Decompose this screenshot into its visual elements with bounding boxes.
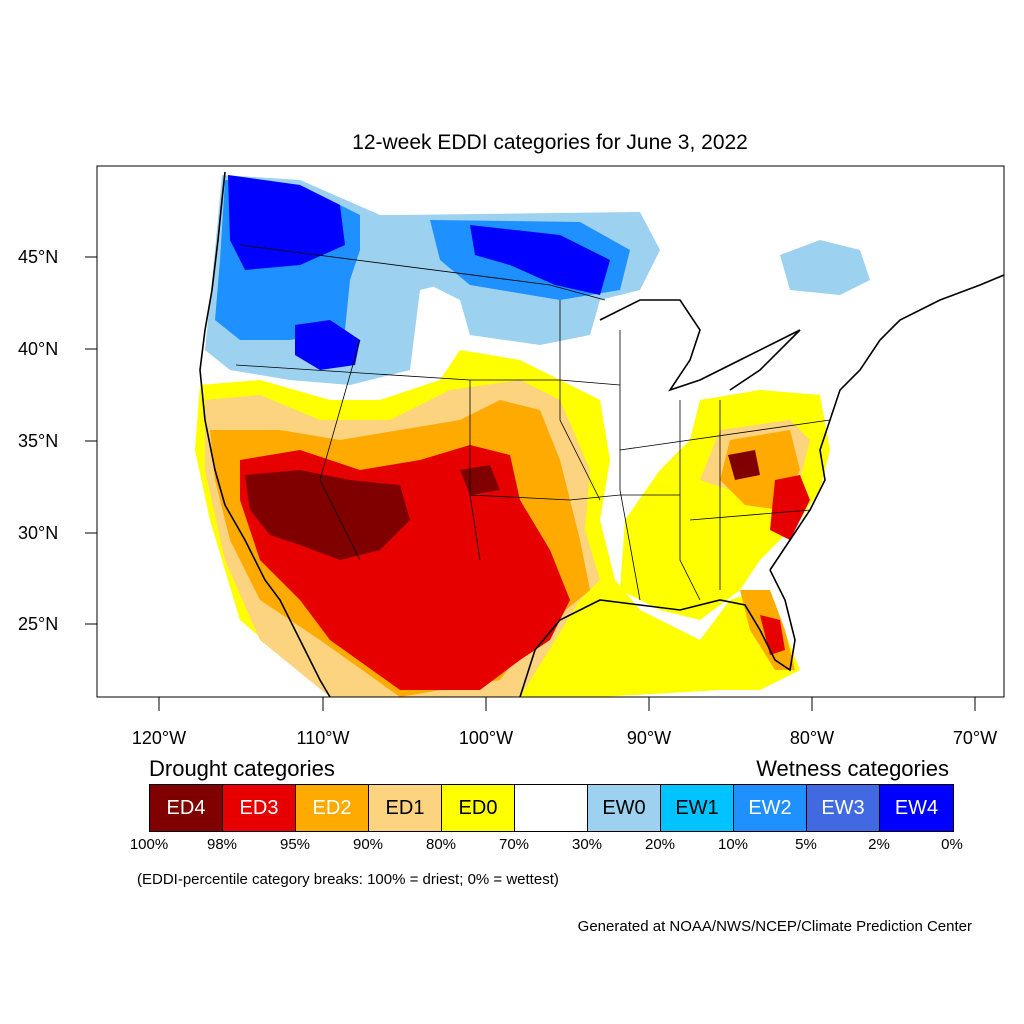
percentile-label: 0% xyxy=(941,836,963,853)
percentile-label: 5% xyxy=(795,836,817,853)
lon-label-110: 110°W xyxy=(296,728,350,748)
legend-cell-ed2: ED2 xyxy=(296,785,369,831)
legend-cell-ed0: ED0 xyxy=(442,785,515,831)
northwest-wet-region-ew4 xyxy=(228,175,345,270)
appalachian-ed4-spot xyxy=(728,450,760,480)
gulf-coast xyxy=(519,569,796,697)
legend-cell-ew1: EW1 xyxy=(661,785,734,831)
percentile-label: 70% xyxy=(498,836,530,853)
north-dakota-wet-ew4 xyxy=(470,225,610,295)
florida-ed3-spot xyxy=(760,615,785,655)
axis-ticks xyxy=(85,256,976,711)
lon-label-70: 70°W xyxy=(952,728,998,748)
drought-regions xyxy=(195,350,830,697)
map-title: 12-week EDDI categories for June 3, 2022 xyxy=(352,131,748,154)
lat-label-35: 35°N xyxy=(18,431,59,451)
percentile-label: 30% xyxy=(571,836,603,853)
legend-cell-ed3: ED3 xyxy=(223,785,296,831)
legend-color-bar: ED4 ED3 ED2 ED1 ED0 EW0 EW1 EW2 EW3 EW4 xyxy=(149,784,954,832)
us-west-coast xyxy=(199,171,331,697)
percentile-label: 2% xyxy=(868,836,890,853)
lat-label-30: 30°N xyxy=(18,523,59,543)
legend-cell-ew0: EW0 xyxy=(588,785,661,831)
southwest-ed4-region xyxy=(245,470,410,560)
lat-label-45: 45°N xyxy=(18,247,59,267)
lon-label-100: 100°W xyxy=(458,728,514,748)
wetness-regions xyxy=(205,175,870,385)
percentile-label: 10% xyxy=(717,836,749,853)
percentile-label: 80% xyxy=(425,836,457,853)
state-boundaries xyxy=(235,244,831,601)
wetness-categories-heading: Wetness categories xyxy=(756,756,949,781)
lon-label-80: 80°W xyxy=(789,728,835,748)
legend-cell-normal xyxy=(515,785,588,831)
legend-cell-ew3: EW3 xyxy=(807,785,880,831)
legend-cell-ew2: EW2 xyxy=(734,785,807,831)
great-lakes xyxy=(599,299,801,392)
carolinas-ed3-region xyxy=(770,475,810,540)
legend-cell-ed4: ED4 xyxy=(150,785,223,831)
lon-label-120: 120°W xyxy=(131,728,187,748)
percentile-label: 20% xyxy=(644,836,676,853)
new-england-canada-wet xyxy=(780,240,870,295)
category-breaks-note: (EDDI-percentile category breaks: 100% =… xyxy=(137,871,559,888)
percentile-label: 98% xyxy=(206,836,238,853)
percentile-label: 95% xyxy=(279,836,311,853)
percentile-label: 90% xyxy=(352,836,384,853)
idaho-wet-spot-ew4 xyxy=(295,320,360,370)
credit-line: Generated at NOAA/NWS/NCEP/Climate Predi… xyxy=(577,918,972,935)
drought-categories-heading: Drought categories xyxy=(149,756,335,781)
map-frame xyxy=(96,165,1005,698)
lon-label-90: 90°W xyxy=(626,728,672,748)
lat-label-40: 40°N xyxy=(18,339,59,359)
legend-cell-ed1: ED1 xyxy=(369,785,442,831)
percentile-label: 100% xyxy=(129,836,169,853)
legend-cell-ew4: EW4 xyxy=(880,785,953,831)
lat-label-25: 25°N xyxy=(18,614,59,634)
